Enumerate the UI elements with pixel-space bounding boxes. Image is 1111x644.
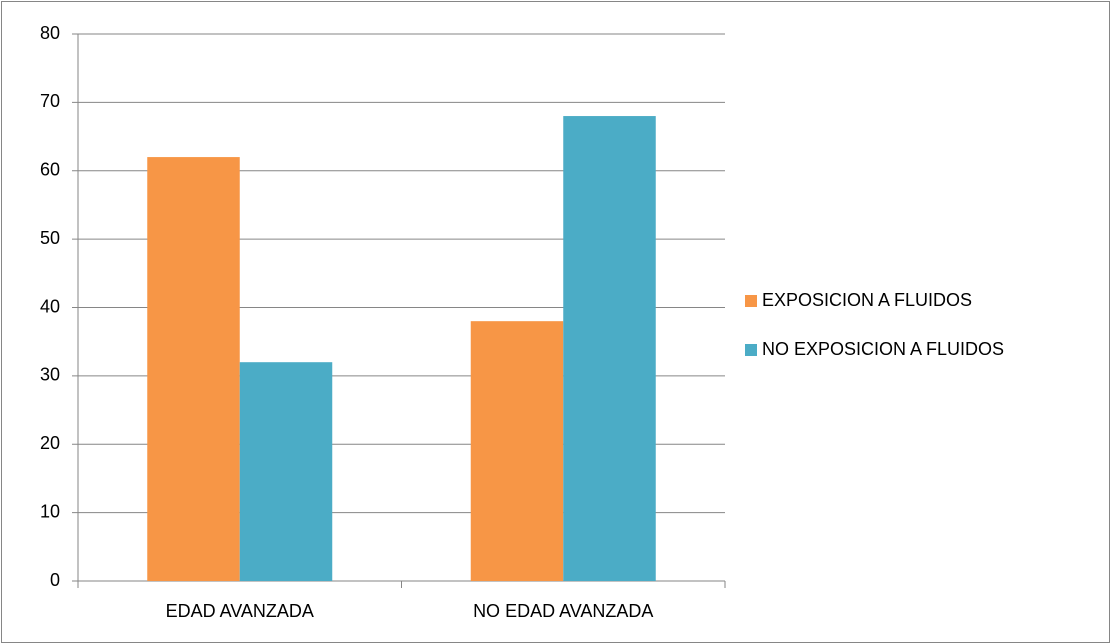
y-tick-label: 70	[40, 91, 60, 111]
x-tick-label: NO EDAD AVANZADA	[473, 601, 653, 621]
bar	[147, 157, 240, 581]
bar	[239, 362, 333, 581]
bar	[470, 321, 564, 581]
y-tick-label: 40	[40, 296, 60, 316]
legend-swatch	[745, 344, 757, 356]
y-tick-label: 30	[40, 365, 60, 385]
y-tick-label: 20	[40, 433, 60, 453]
bar	[563, 116, 656, 582]
y-tick-label: 60	[40, 160, 60, 180]
y-tick-label: 80	[40, 23, 60, 43]
legend-label: EXPOSICION A FLUIDOS	[762, 290, 972, 310]
y-tick-label: 10	[40, 501, 60, 521]
y-tick-label: 50	[40, 228, 60, 248]
x-tick-label: EDAD AVANZADA	[166, 601, 314, 621]
legend-label: NO EXPOSICION A FLUIDOS	[762, 339, 1004, 359]
legend-swatch	[745, 295, 757, 307]
y-tick-label: 0	[50, 570, 60, 590]
